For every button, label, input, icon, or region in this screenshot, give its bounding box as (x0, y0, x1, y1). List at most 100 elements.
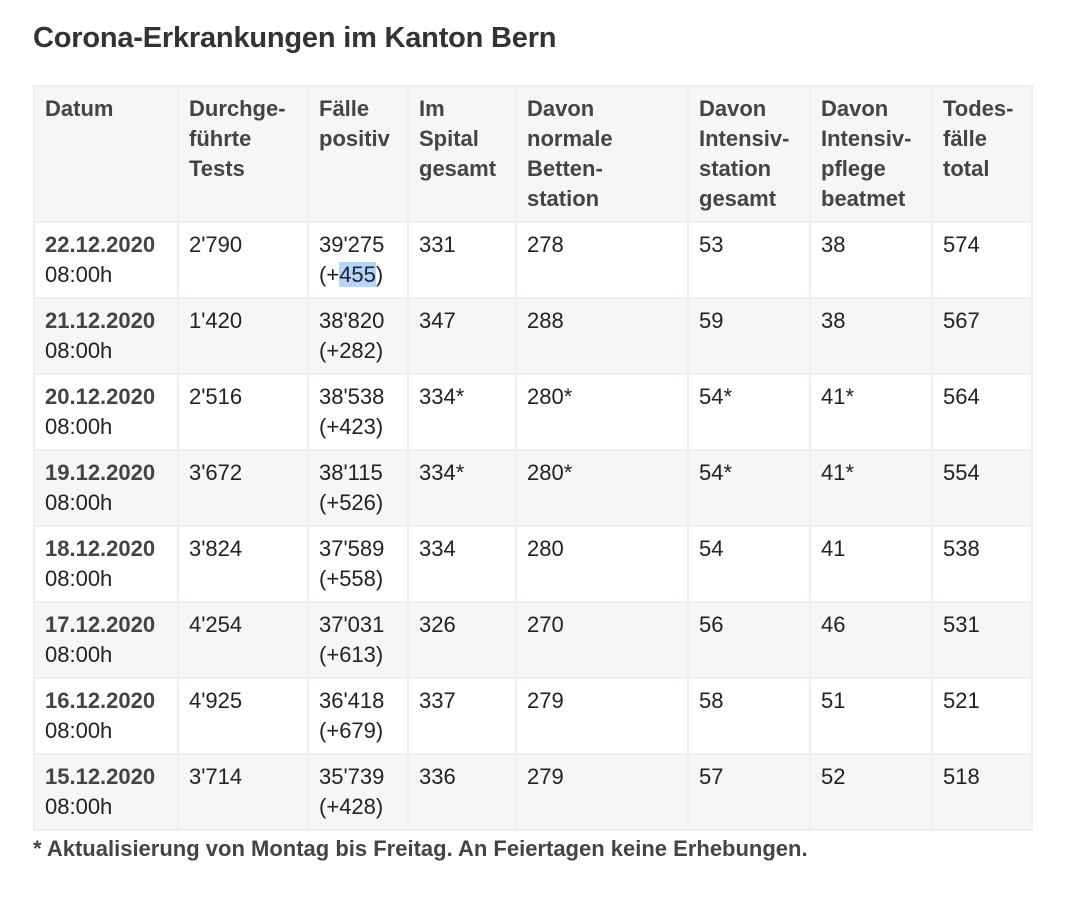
table-row: 20.12.2020 08:00h 2'516 38'538 (+423) 33… (33, 373, 1033, 451)
tests-value: 3'672 (189, 460, 243, 485)
cell-date: 21.12.2020 08:00h (33, 297, 179, 375)
deaths-value: 574 (943, 232, 980, 257)
cell-icu: 59 (687, 297, 811, 375)
cell-date: 16.12.2020 08:00h (33, 677, 179, 755)
delta-number: 613 (339, 642, 376, 667)
normal-beds-value: 280* (527, 384, 573, 409)
icu-value: 57 (699, 764, 724, 789)
cases-value: 38'538 (319, 384, 385, 409)
ventilated-value: 46 (821, 612, 846, 637)
normal-beds-value: 278 (527, 232, 564, 257)
cell-tests: 2'790 (177, 221, 309, 299)
delta-number: 428 (339, 794, 376, 819)
date-value: 15.12.2020 (45, 764, 156, 789)
time-value: 08:00h (45, 794, 113, 819)
hospital-value: 336 (419, 764, 456, 789)
cell-normal-beds: 270 (515, 601, 689, 679)
cell-deaths: 574 (931, 221, 1033, 299)
header-normal-beds: Davon normale Betten-station (515, 85, 689, 223)
cell-icu: 58 (687, 677, 811, 755)
normal-beds-value: 280 (527, 536, 564, 561)
cell-normal-beds: 280 (515, 525, 689, 603)
normal-beds-value: 279 (527, 688, 564, 713)
cell-cases: 38'538 (+423) (307, 373, 409, 451)
cell-date: 22.12.2020 08:00h (33, 221, 179, 299)
cell-hospital: 334 (407, 525, 517, 603)
cell-tests: 3'672 (177, 449, 309, 527)
cell-ventilated: 51 (809, 677, 933, 755)
cases-delta: (+282) (319, 336, 397, 366)
cell-icu: 54* (687, 449, 811, 527)
deaths-value: 518 (943, 764, 980, 789)
cell-tests: 3'714 (177, 753, 309, 831)
tests-value: 4'925 (189, 688, 243, 713)
delta-prefix: (+ (319, 414, 340, 439)
footnote: * Aktualisierung von Montag bis Freitag.… (33, 836, 808, 861)
tests-value: 1'420 (189, 308, 243, 333)
cell-deaths: 564 (931, 373, 1033, 451)
cell-hospital: 331 (407, 221, 517, 299)
ventilated-value: 51 (821, 688, 846, 713)
delta-suffix: ) (375, 490, 384, 515)
delta-suffix: ) (375, 338, 384, 363)
cell-ventilated: 38 (809, 221, 933, 299)
cases-delta: (+455) (319, 260, 397, 290)
header-cases: Fälle positiv (307, 85, 409, 223)
delta-suffix: ) (375, 642, 384, 667)
cell-hospital: 326 (407, 601, 517, 679)
delta-number: 423 (339, 414, 376, 439)
normal-beds-value: 270 (527, 612, 564, 637)
corona-data-table: Datum Durchge-führte Tests Fälle positiv I… (33, 85, 1033, 831)
cell-deaths: 531 (931, 601, 1033, 679)
time-value: 08:00h (45, 262, 113, 287)
tests-value: 2'790 (189, 232, 243, 257)
delta-number: 282 (339, 338, 376, 363)
cases-value: 35'739 (319, 764, 385, 789)
cell-cases: 35'739 (+428) (307, 753, 409, 831)
delta-suffix: ) (375, 414, 384, 439)
tests-value: 4'254 (189, 612, 243, 637)
cell-hospital: 337 (407, 677, 517, 755)
hospital-value: 331 (419, 232, 456, 257)
ventilated-value: 41* (821, 460, 855, 485)
time-value: 08:00h (45, 338, 113, 363)
cell-icu: 57 (687, 753, 811, 831)
deaths-value: 567 (943, 308, 980, 333)
cases-delta: (+558) (319, 564, 397, 594)
delta-number: 558 (339, 566, 376, 591)
cell-icu: 53 (687, 221, 811, 299)
cell-deaths: 538 (931, 525, 1033, 603)
cell-cases: 39'275 (+455) (307, 221, 409, 299)
date-value: 18.12.2020 (45, 536, 156, 561)
cell-tests: 3'824 (177, 525, 309, 603)
delta-number: 455 (339, 262, 376, 287)
cell-ventilated: 41* (809, 449, 933, 527)
time-value: 08:00h (45, 642, 113, 667)
delta-prefix: (+ (319, 566, 340, 591)
ventilated-value: 41* (821, 384, 855, 409)
cell-hospital: 336 (407, 753, 517, 831)
deaths-value: 531 (943, 612, 980, 637)
ventilated-value: 41 (821, 536, 846, 561)
normal-beds-value: 279 (527, 764, 564, 789)
table-row: 21.12.2020 08:00h 1'420 38'820 (+282) 34… (33, 297, 1033, 375)
cell-icu: 54* (687, 373, 811, 451)
cases-delta: (+423) (319, 412, 397, 442)
table-row: 15.12.2020 08:00h 3'714 35'739 (+428) 33… (33, 753, 1033, 831)
cell-tests: 2'516 (177, 373, 309, 451)
cases-value: 37'589 (319, 536, 385, 561)
page-title: Corona-Erkrankungen im Kanton Bern (33, 22, 557, 54)
icu-value: 56 (699, 612, 724, 637)
tests-value: 3'824 (189, 536, 243, 561)
table-header-row: Datum Durchge-führte Tests Fälle positiv I… (33, 85, 1033, 223)
table-row: 17.12.2020 08:00h 4'254 37'031 (+613) 32… (33, 601, 1033, 679)
hospital-value: 334 (419, 536, 456, 561)
cases-value: 37'031 (319, 612, 385, 637)
header-ventilated: Davon Intensiv-pflege beatmet (809, 85, 933, 223)
cell-date: 20.12.2020 08:00h (33, 373, 179, 451)
cell-cases: 37'589 (+558) (307, 525, 409, 603)
cell-deaths: 518 (931, 753, 1033, 831)
table-row: 19.12.2020 08:00h 3'672 38'115 (+526) 33… (33, 449, 1033, 527)
cell-ventilated: 52 (809, 753, 933, 831)
delta-prefix: (+ (319, 338, 340, 363)
